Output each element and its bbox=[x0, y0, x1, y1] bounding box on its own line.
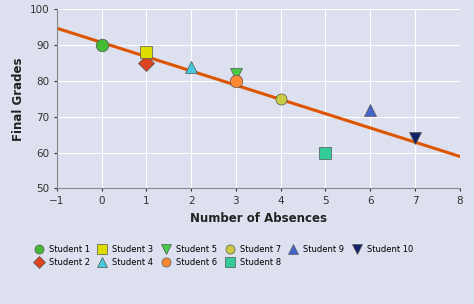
X-axis label: Number of Absences: Number of Absences bbox=[190, 212, 327, 225]
Legend: Student 1, Student 2, Student 3, Student 4, Student 5, Student 6, Student 7, Stu: Student 1, Student 2, Student 3, Student… bbox=[29, 243, 415, 268]
Y-axis label: Final Grades: Final Grades bbox=[12, 57, 26, 140]
